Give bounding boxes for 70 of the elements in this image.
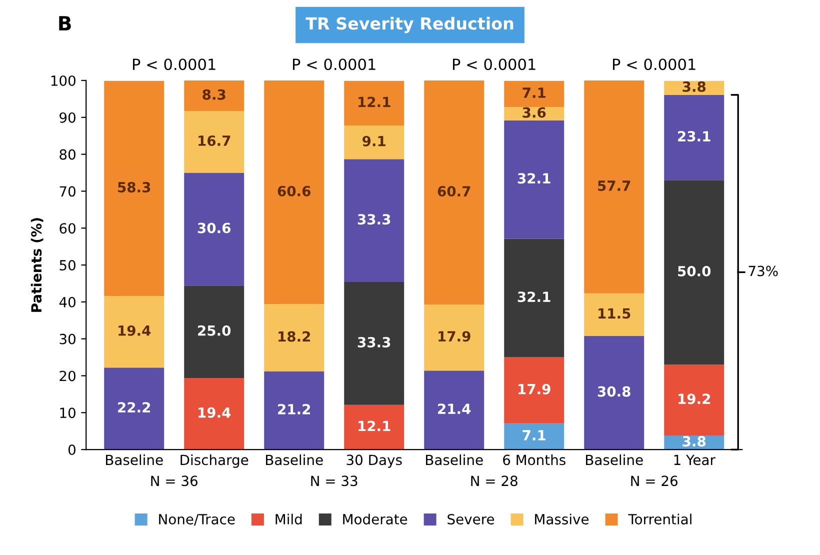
data-label: 32.1 [518, 173, 550, 184]
data-label: 3.8 [682, 436, 706, 447]
data-label: 3.8 [682, 81, 706, 92]
y-tick-label: 90 [60, 112, 76, 123]
data-label: 12.1 [358, 420, 390, 432]
data-label: 22.2 [118, 402, 150, 412]
x-tick-label: Baseline [426, 454, 483, 466]
text: N = 36 [151, 476, 198, 486]
data-label: 23.1 [678, 131, 710, 142]
x-tick-label: 30 Days [346, 454, 402, 468]
data-label: 30.6 [198, 222, 230, 234]
data-label: 32.1 [518, 292, 550, 302]
y-tick-label: 0 [68, 444, 76, 456]
y-tick-label: 80 [60, 149, 76, 160]
data-label: 17.9 [438, 331, 470, 342]
x-tick-label: 1 Year [674, 454, 716, 466]
text: B [59, 16, 71, 30]
x-tick-label: Discharge [180, 454, 248, 468]
legend-label: Massive [535, 514, 589, 524]
y-tick-label: 10 [60, 408, 76, 418]
x-tick-label: Baseline [586, 454, 643, 466]
legend-label: Mild [276, 514, 302, 524]
legend-label: None/Trace [159, 514, 235, 526]
data-label: 17.9 [518, 384, 550, 394]
data-label: 7.1 [522, 88, 546, 98]
data-label: 3.6 [522, 107, 546, 118]
data-label: 19.4 [118, 325, 151, 336]
data-label: 30.8 [598, 386, 630, 397]
data-label: 8.3 [202, 89, 226, 100]
y-tick-label: 30 [60, 334, 76, 344]
x-tick-label: 6 Months [503, 454, 566, 466]
data-label: 33.3 [358, 336, 390, 348]
data-label: 50.0 [678, 266, 711, 276]
data-label: 21.2 [278, 404, 310, 414]
data-label: 11.5 [598, 308, 630, 319]
legend-label: Severe [448, 514, 494, 524]
y-tick-label: 20 [60, 370, 76, 382]
data-label: 33.3 [358, 214, 390, 225]
x-tick-label: Baseline [266, 454, 323, 466]
y-tick-label: 60 [60, 223, 76, 234]
y-tick-label: 40 [59, 296, 76, 308]
text: N = 28 [471, 476, 518, 486]
y-tick-label: 50 [60, 260, 76, 270]
y-tick-label: 100 [51, 75, 76, 86]
data-label: 19.2 [678, 394, 710, 404]
data-label: 12.1 [358, 96, 390, 108]
text: N = 26 [631, 476, 678, 486]
data-label: 21.4 [438, 404, 471, 414]
data-label: 7.1 [522, 430, 546, 440]
text: P < 0.0001 [453, 58, 536, 70]
y-axis-title: Patients (%) [30, 218, 44, 312]
data-label: 60.6 [278, 186, 310, 196]
text: P < 0.0001 [293, 58, 376, 70]
chart-title: TR Severity Reduction [306, 16, 514, 34]
text: P < 0.0001 [133, 58, 216, 70]
data-label: 25.0 [198, 325, 231, 336]
data-label: 9.1 [362, 136, 386, 146]
text: P < 0.0001 [613, 58, 696, 70]
data-label: 18.2 [278, 331, 310, 342]
x-tick-label: Baseline [106, 454, 163, 466]
legend-label: Moderate [343, 514, 408, 524]
y-tick-label: 70 [60, 186, 76, 197]
legend-label: Torrential [628, 514, 692, 524]
data-label: 16.7 [198, 135, 230, 146]
data-label: 58.3 [118, 182, 150, 192]
text: N = 33 [311, 476, 358, 486]
text: 73% [748, 266, 778, 276]
data-label: 19.4 [198, 407, 231, 418]
data-label: 60.7 [438, 186, 470, 197]
data-label: 57.7 [598, 180, 630, 191]
